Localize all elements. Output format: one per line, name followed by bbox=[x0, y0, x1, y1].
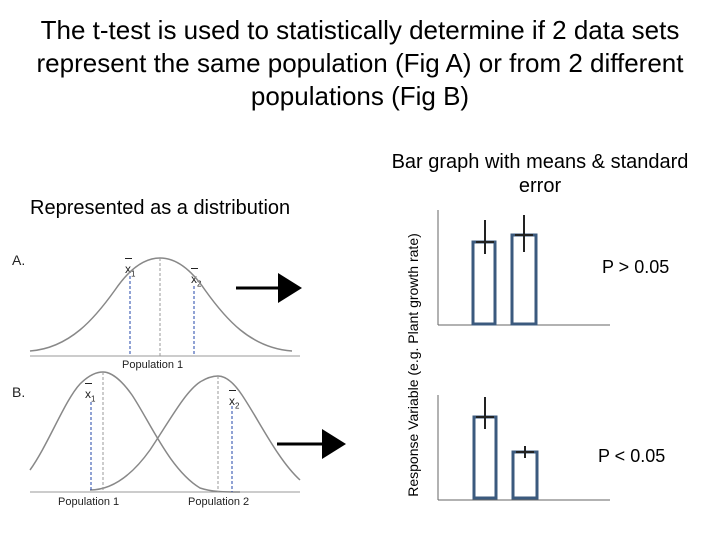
figure-b-bar-graph bbox=[437, 395, 610, 501]
figure-a-distribution bbox=[29, 257, 300, 357]
figure-b-mean-2-label: x2 bbox=[229, 390, 239, 410]
page-title: The t-test is used to statistically dete… bbox=[36, 15, 684, 111]
figure-a-p-value: P > 0.05 bbox=[602, 257, 670, 277]
figure-b-distribution bbox=[29, 371, 301, 493]
figure-b-bar-2 bbox=[511, 450, 539, 500]
figure-b-bell-curve-1 bbox=[29, 371, 241, 493]
figure-a-mean-2-label: x2 bbox=[191, 268, 201, 288]
figure-b-bell-curve-2 bbox=[89, 375, 301, 491]
figure-a-bell-curve bbox=[29, 257, 293, 352]
bar-graph-heading: Bar graph with means & standard error bbox=[391, 151, 689, 197]
figure-a-bar-1 bbox=[471, 240, 497, 326]
figure-b-letter: B. bbox=[12, 384, 26, 400]
figure-b-population-2-label: Population 2 bbox=[188, 496, 250, 508]
figure-b-population-1-label: Population 1 bbox=[58, 496, 120, 508]
distribution-heading: Represented as a distribution bbox=[30, 197, 291, 219]
figure-b-bar-1 bbox=[472, 415, 498, 500]
figure-b-mean-1-label: x1 bbox=[85, 383, 95, 403]
figure-a-bar-graph bbox=[437, 210, 610, 326]
figure-b-p-value: P < 0.05 bbox=[598, 446, 666, 466]
figure-a-population-label: Population 1 bbox=[122, 359, 184, 371]
figure-a-mean-1-label: x1 bbox=[125, 258, 135, 278]
figure-a-letter: A. bbox=[12, 252, 26, 268]
